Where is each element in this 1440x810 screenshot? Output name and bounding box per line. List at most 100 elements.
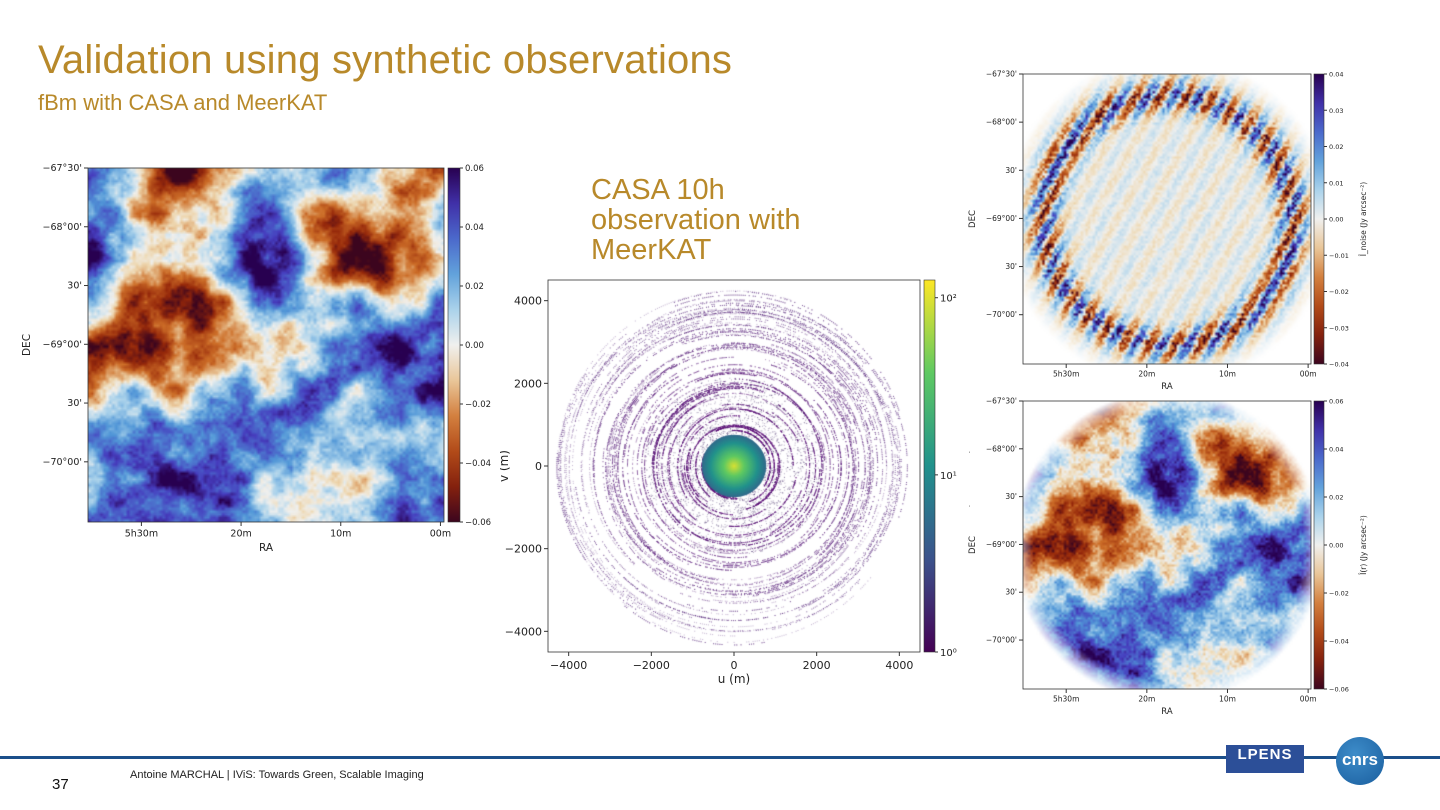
lpens-logo-text: LPENS — [1237, 746, 1293, 763]
footer-text: Antoine MARCHAL | IViS: Towards Green, S… — [130, 769, 424, 781]
y-axis-label: DEC — [968, 536, 978, 554]
colorbar-tick-label: 0.02 — [465, 282, 484, 292]
x-tick-label: 10m — [1219, 695, 1236, 704]
x-tick-label: 5h30m — [125, 529, 158, 540]
y-tick-label: −69°00' — [43, 339, 83, 350]
y-tick-label: −69°00' — [986, 540, 1017, 549]
colorbar — [1313, 73, 1325, 365]
y-tick-label: 30' — [1005, 262, 1017, 271]
y-axis-label: DEC — [968, 210, 978, 228]
y-tick-label: −70°00' — [986, 310, 1017, 319]
x-axis-label: RA — [1161, 382, 1173, 392]
colorbar-tick-label: −0.04 — [1329, 361, 1349, 369]
colorbar-tick-label: 10² — [940, 294, 957, 305]
x-tick-label: 00m — [1300, 695, 1317, 704]
colorbar-tick-label: −0.06 — [465, 518, 491, 528]
y-tick-label: −67°30' — [43, 163, 83, 174]
colorbar-tick-label: 0.02 — [1329, 494, 1343, 502]
y-tick-label: −4000 — [505, 625, 542, 638]
colorbar-tick-label: 0.00 — [1329, 216, 1343, 224]
y-tick-label: −70°00' — [986, 636, 1017, 645]
axes-frame — [1022, 73, 1312, 365]
colorbar — [1313, 400, 1325, 690]
colorbar-tick-label: −0.02 — [1329, 288, 1349, 296]
footer-divider — [0, 756, 1440, 759]
y-tick-label: 30' — [1005, 166, 1017, 175]
colorbar-tick-label: 0.04 — [1329, 71, 1343, 79]
map-image — [1023, 401, 1311, 689]
reconstruction-map-chart: 5h30m 20m 10m 00m RA −67°30' −68°00' 30' −69°00'… — [968, 397, 1368, 718]
x-tick-label: −2000 — [633, 659, 670, 672]
plot-area: −4000 −2000 0 2000 4000 u (m) 4000 2000 0 −2000 −4… — [500, 279, 970, 686]
caption-line: MeerKAT — [591, 234, 712, 266]
colorbar-tick-label: −0.03 — [1329, 324, 1349, 332]
y-tick-label: 30' — [1005, 588, 1017, 597]
plot-area: 5h30m 20m 10m 00m RA −67°30' −68°00' 30' −69°00'… — [968, 397, 1368, 718]
colorbar — [447, 167, 461, 523]
colorbar-tick-label: −0.04 — [465, 459, 491, 469]
x-tick-label: 0 — [731, 659, 738, 672]
colorbar-tick-label: −0.02 — [465, 400, 491, 410]
cnrs-logo: cnrs — [1336, 737, 1384, 785]
map-image — [88, 168, 444, 522]
colorbar-label: Î_noise (Jy arcsec⁻²) — [1359, 182, 1368, 257]
axes-frame — [1022, 400, 1312, 690]
y-axis-label: v (m) — [500, 450, 511, 482]
lpens-logo: LPENS — [1226, 745, 1304, 773]
colorbar-tick-label: −0.01 — [1329, 252, 1349, 260]
x-tick-label: 20m — [1138, 370, 1155, 379]
page-number: 37 — [52, 776, 69, 793]
x-axis-label: RA — [1161, 707, 1173, 717]
y-tick-label: 30' — [1005, 492, 1017, 501]
uv-coverage-figure: −4000 −2000 0 2000 4000 u (m) 4000 2000 0 −2000 −4… — [500, 272, 970, 692]
x-tick-label: 2000 — [803, 659, 831, 672]
fbm-map-figure: 5h30m 20m 10m 00m RA −67°30' −68°00' 30' −69°00'… — [20, 160, 500, 560]
colorbar-tick-label: 0.03 — [1329, 107, 1343, 115]
plot-area: 5h30m 20m 10m 00m RA −67°30' −68°00' 30' −69°00'… — [21, 163, 491, 554]
colorbar-tick-label: 0.06 — [465, 164, 484, 174]
colorbar-tick-label: 0.02 — [1329, 143, 1343, 151]
colorbar-tick-label: −0.06 — [1329, 686, 1349, 694]
slide-subtitle: fBm with CASA and MeerKAT — [38, 90, 328, 115]
colorbar-tick-label: −0.02 — [1329, 590, 1349, 598]
y-axis-label: DEC — [21, 334, 33, 356]
x-tick-label: 5h30m — [1053, 695, 1079, 704]
axes-frame — [87, 167, 445, 523]
y-tick-label: 30' — [67, 398, 82, 409]
casa-caption: CASA 10h observation with MeerKAT — [591, 175, 801, 265]
x-tick-label: 5h30m — [1053, 370, 1079, 379]
colorbar-label: log₁₀ N_vis — [968, 444, 970, 507]
y-tick-label: 0 — [535, 460, 542, 473]
uv-scatter-image — [548, 280, 920, 652]
plot-area: 5h30m 20m 10m 00m RA −67°30' −68°00' 30' −69°00'… — [968, 70, 1368, 393]
x-tick-label: 00m — [1300, 370, 1317, 379]
y-tick-label: 4000 — [514, 295, 542, 308]
noise-map-figure: 5h30m 20m 10m 00m RA −67°30' −68°00' 30' −69°00'… — [965, 68, 1375, 393]
x-tick-label: −4000 — [550, 659, 587, 672]
y-tick-label: −68°00' — [43, 222, 83, 233]
map-image — [1023, 74, 1311, 364]
x-tick-label: 20m — [1138, 695, 1155, 704]
y-tick-label: −67°30' — [986, 397, 1017, 406]
y-tick-label: −68°00' — [986, 118, 1017, 127]
colorbar — [923, 279, 936, 653]
x-tick-label: 10m — [330, 529, 351, 540]
colorbar-tick-label: 0.00 — [465, 341, 484, 351]
colorbar-tick-label: 0.00 — [1329, 542, 1343, 550]
y-tick-label: 30' — [67, 281, 82, 292]
colorbar-label: Î(r) (Jy arcsec⁻²) — [1359, 515, 1368, 575]
x-tick-label: 20m — [230, 529, 251, 540]
y-tick-label: −69°00' — [986, 214, 1017, 223]
fbm-map-chart: 5h30m 20m 10m 00m RA −67°30' −68°00' 30' −69°00'… — [21, 163, 491, 554]
y-tick-label: −67°30' — [986, 70, 1017, 79]
y-tick-label: −68°00' — [986, 444, 1017, 453]
slide-title: Validation using synthetic observations — [38, 38, 733, 82]
colorbar-tick-label: 0.04 — [1329, 446, 1343, 454]
colorbar-tick-label: 10¹ — [940, 471, 957, 482]
colorbar-tick-label: 0.04 — [465, 223, 484, 233]
noise-map-chart: 5h30m 20m 10m 00m RA −67°30' −68°00' 30' −69°00'… — [968, 70, 1368, 393]
colorbar-tick-label: 10⁰ — [940, 648, 957, 659]
x-axis-label: u (m) — [718, 672, 750, 686]
x-tick-label: 00m — [430, 529, 451, 540]
colorbar-tick-label: 0.01 — [1329, 179, 1343, 187]
